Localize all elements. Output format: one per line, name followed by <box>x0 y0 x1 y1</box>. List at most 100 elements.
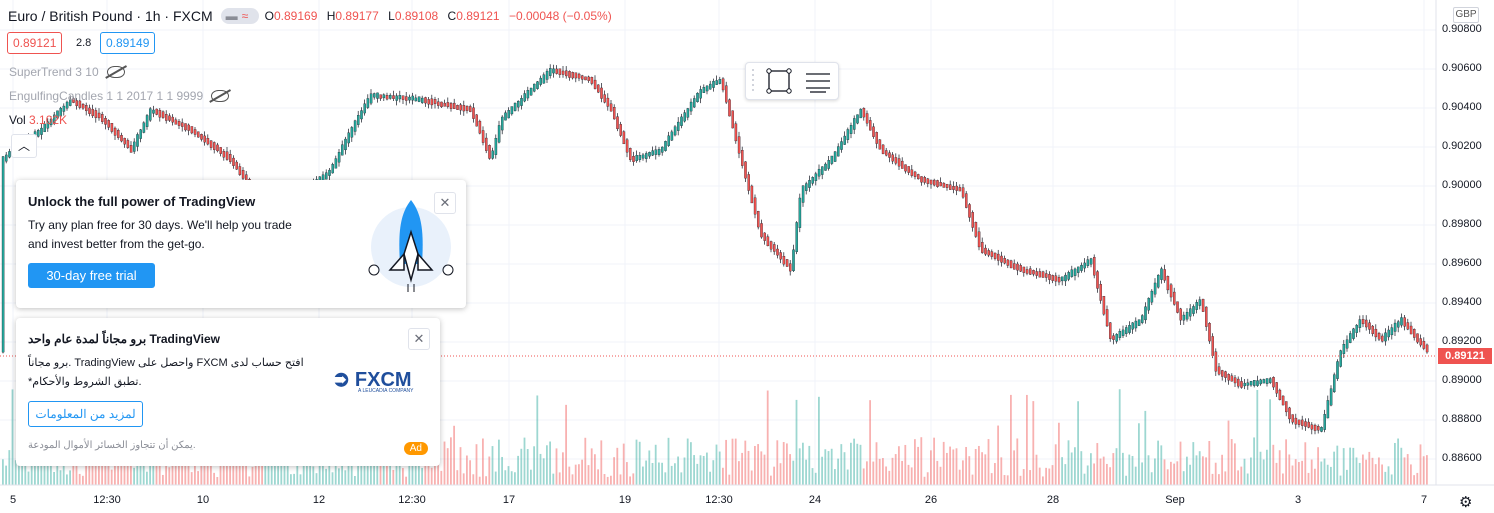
candle <box>1265 378 1269 384</box>
rectangle-tool-icon[interactable] <box>766 68 792 94</box>
volume-bar <box>2 459 4 485</box>
volume-bar <box>1170 461 1172 485</box>
candle <box>1073 268 1077 276</box>
volume-bar <box>146 471 148 485</box>
close-icon[interactable]: ✕ <box>434 192 456 214</box>
collapse-legend-button[interactable]: ︿ <box>11 134 37 158</box>
volume-bar <box>1304 442 1307 485</box>
candle <box>885 150 888 156</box>
candle <box>1211 336 1214 356</box>
candle <box>1262 379 1266 384</box>
volume-bar <box>994 463 996 485</box>
volume-bar <box>1301 460 1303 485</box>
volume-bar <box>658 462 660 485</box>
candle <box>1320 426 1323 432</box>
free-trial-button[interactable]: 30-day free trial <box>28 263 155 288</box>
candle <box>1336 361 1339 379</box>
candle <box>94 110 98 118</box>
volume-bar <box>1122 452 1124 485</box>
buy-price-button[interactable]: 0.89149 <box>100 32 156 54</box>
hidden-eye-icon[interactable] <box>106 66 125 78</box>
candle <box>523 93 526 102</box>
volume-bar <box>856 443 859 485</box>
volume-bar <box>597 469 599 485</box>
sell-price-button[interactable]: 0.89121 <box>7 32 63 54</box>
volume-bar <box>555 448 558 485</box>
candle <box>1192 306 1195 314</box>
candle <box>824 163 827 171</box>
indicator-supertrend[interactable]: SuperTrend 3 10 <box>9 65 125 79</box>
candle <box>117 130 120 138</box>
candle <box>622 131 626 145</box>
candle <box>395 95 398 101</box>
candle <box>1045 273 1048 278</box>
price-tick-label: 0.89600 <box>1442 257 1482 269</box>
low-value: 0.89108 <box>394 9 439 23</box>
candle <box>1198 299 1202 306</box>
candle <box>936 180 939 187</box>
candle <box>686 108 690 118</box>
volume-bar <box>1397 438 1399 485</box>
volume-bar <box>587 465 590 485</box>
candle <box>72 98 75 103</box>
volume-bar <box>1298 462 1300 485</box>
volume-bar <box>11 389 14 485</box>
market-status-pill[interactable]: ▬ ≈ <box>220 8 259 24</box>
candle <box>507 110 510 119</box>
ad-text: برو مجاناً. TradingView واحصل على FXCM ا… <box>28 357 304 388</box>
symbol-title[interactable]: Euro / British Pound · 1h · FXCM <box>8 8 213 24</box>
volume-bar <box>1310 459 1313 485</box>
volume-bar <box>8 450 11 485</box>
candle <box>667 135 670 146</box>
volume-bar <box>530 469 532 485</box>
volume-bar <box>165 455 167 485</box>
volume-bar <box>1198 451 1201 485</box>
volume-bar <box>107 464 110 485</box>
volume-bar <box>1406 454 1409 485</box>
volume-bar <box>933 437 935 485</box>
candle <box>1278 389 1282 400</box>
volume-bar <box>936 460 939 485</box>
candle <box>129 145 133 153</box>
volume-bar <box>744 440 747 485</box>
candle <box>577 73 581 79</box>
volume-bar <box>494 471 497 485</box>
volume-bar <box>754 445 756 485</box>
volume-bar <box>616 447 619 485</box>
learn-more-button[interactable]: لمزيد من المعلومات <box>28 401 143 427</box>
volume-bar <box>523 437 526 485</box>
volume-bar <box>200 464 203 485</box>
currency-label[interactable]: GBP <box>1453 7 1479 23</box>
indicator-volume[interactable]: Vol 3.102K <box>9 113 68 127</box>
indicator-engulfing[interactable]: EngulfingCandles 1 1 2017 1 1 9999 <box>9 89 230 103</box>
volume-bar <box>174 452 177 485</box>
candle <box>225 151 229 160</box>
volume-bar <box>843 452 846 485</box>
volume-bar <box>1352 447 1355 485</box>
settings-lines-icon[interactable] <box>806 73 830 93</box>
candle <box>1035 271 1038 276</box>
candle <box>878 139 882 150</box>
volume-bar <box>267 464 270 485</box>
candle <box>731 110 734 129</box>
candle <box>565 70 568 77</box>
gear-icon[interactable]: ⚙ <box>1459 494 1473 511</box>
close-icon[interactable]: ✕ <box>408 328 430 350</box>
volume-bar <box>498 439 500 485</box>
volume-bar <box>1346 469 1348 485</box>
volume-bar <box>1294 459 1297 485</box>
volume-bar <box>414 447 417 485</box>
candle <box>56 110 59 119</box>
volume-bar <box>1358 462 1361 485</box>
volume-bar <box>853 438 855 485</box>
volume-bar <box>1250 457 1252 485</box>
volume-bar <box>1237 470 1239 485</box>
wave-icon: ≈ <box>241 9 249 23</box>
candle <box>97 112 101 119</box>
volume-bar <box>952 449 955 485</box>
volume-bar <box>1218 474 1220 485</box>
candle <box>616 116 619 130</box>
volume-bar <box>850 442 852 485</box>
candle <box>184 123 187 131</box>
hidden-eye-icon[interactable] <box>211 90 230 102</box>
